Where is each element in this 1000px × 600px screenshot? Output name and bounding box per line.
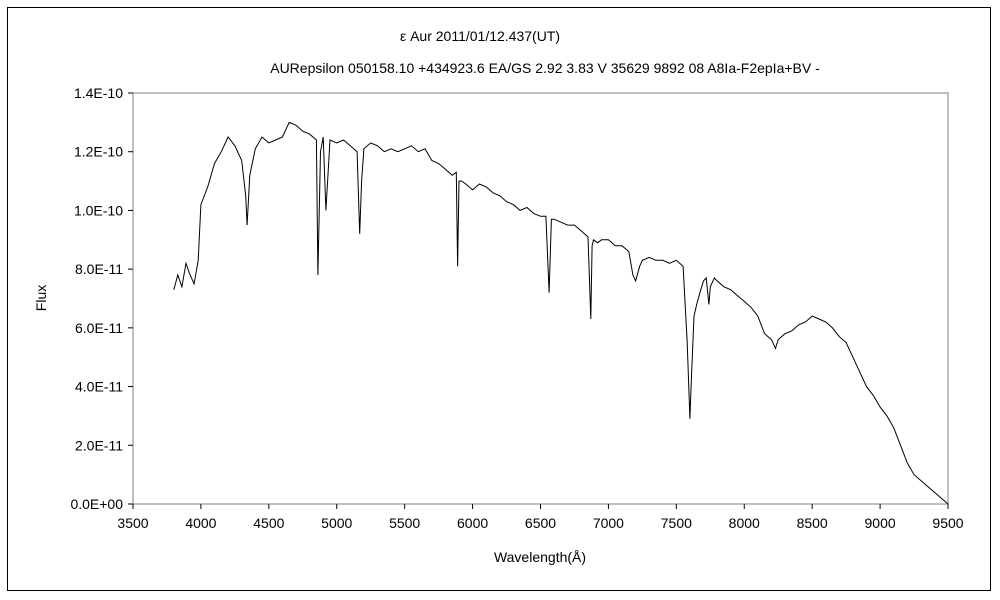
y-tick-label: 4.0E-11 (75, 379, 123, 395)
x-tick-label: 8500 (797, 515, 828, 531)
y-axis-label: Flux (33, 285, 49, 311)
x-axis-label: Wavelength(Å) (494, 549, 586, 565)
x-tick-label: 9000 (865, 515, 896, 531)
x-tick-label: 9500 (932, 515, 963, 531)
chart-title: ε Aur 2011/01/12.437(UT) (400, 28, 560, 44)
x-tick-label: 5500 (389, 515, 420, 531)
y-tick-label: 1.2E-10 (74, 144, 123, 160)
x-tick-label: 4500 (253, 515, 284, 531)
y-tick-label: 1.0E-10 (74, 202, 123, 218)
y-axis: 0.0E+00 2.0E-11 4.0E-11 6.0E-11 8.0E-11 1.0E-… (70, 85, 133, 512)
x-tick-label: 4000 (185, 515, 216, 531)
y-tick-label: 6.0E-11 (75, 320, 123, 336)
y-tick-label: 0.0E+00 (70, 496, 123, 512)
y-tick-label: 2.0E-11 (75, 437, 123, 453)
chart-subtitle: AURepsilon 050158.10 +434923.6 EA/GS 2.9… (270, 60, 820, 76)
x-tick-label: 7000 (593, 515, 624, 531)
y-tick-label: 8.0E-11 (75, 261, 123, 277)
x-tick-label: 6500 (525, 515, 556, 531)
x-tick-label: 6000 (457, 515, 488, 531)
y-tick-label: 1.4E-10 (74, 85, 123, 101)
x-tick-label: 7500 (661, 515, 692, 531)
x-tick-label: 8000 (729, 515, 760, 531)
x-tick-label: 3500 (117, 515, 148, 531)
plot-area (132, 92, 949, 505)
spectrum-line (173, 121, 949, 505)
x-axis: 3500 4000 4500 5000 5500 6000 6500 7000 7500 8000… (117, 504, 964, 531)
x-tick-label: 5000 (321, 515, 352, 531)
